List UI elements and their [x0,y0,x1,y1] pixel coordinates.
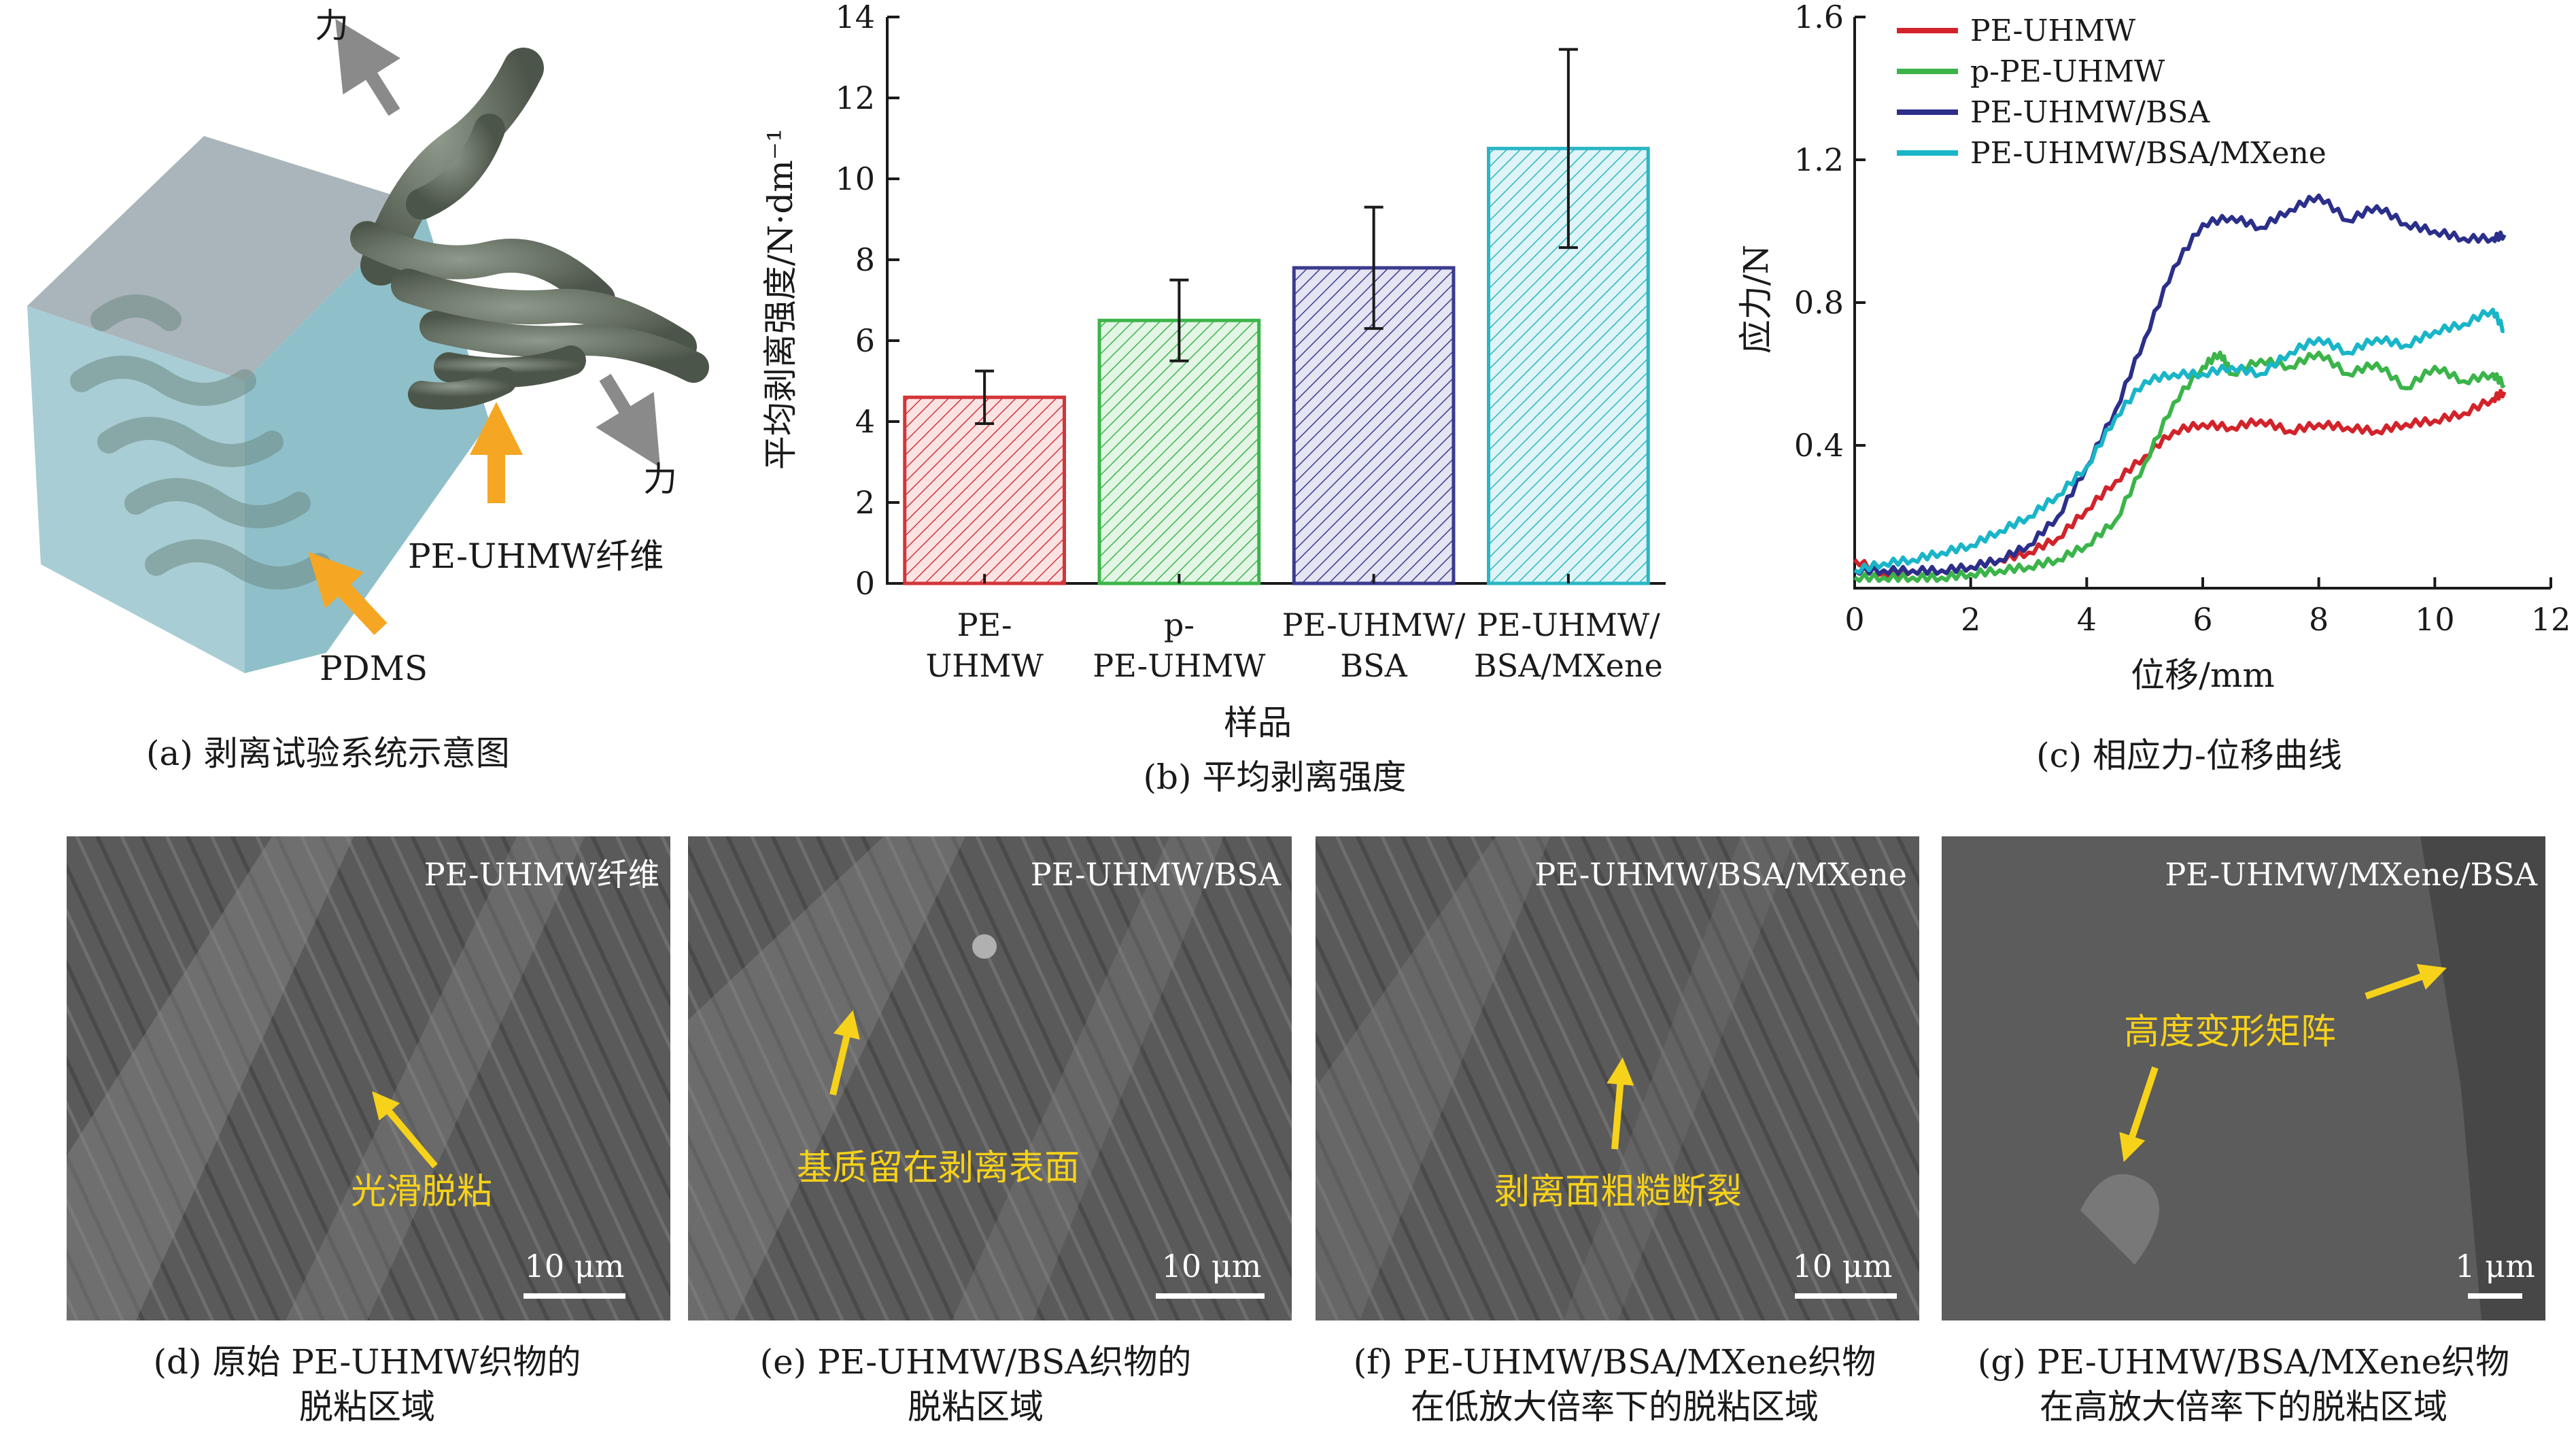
b-bars [903,48,1650,585]
stress-displacement-chart: 0 2 4 6 8 10 120.40.81.21.6 PE-UHMWp-PE-UHMWPE… [1736,0,2571,775]
sem-caption-f2: 在低放大倍率下的脱粘区域 [1411,1387,1819,1427]
sem-scale-e: 10 μm [1162,1248,1262,1284]
b-x-tick-label-1-0: p- [1164,607,1195,643]
sem-title-g: PE-UHMW/MXene/BSA [2165,856,2537,893]
pdms-cube-top [27,136,422,381]
b-x-tick-label-3-1: BSA/MXene [1474,647,1663,684]
b-x-labels: PE-UHMWp-PE-UHMWPE-UHMW/BSAPE-UHMW/BSA/M… [925,607,1662,684]
c-x-tick-label-2: 4 [2077,601,2097,638]
caption-c: (c) 相应力-位移曲线 [2036,736,2342,775]
force-arrow-up [335,18,400,116]
sem-scalebar-g [2468,1293,2522,1299]
sem-panel-f: PE-UHMW/BSA/MXene 剥离面粗糙断裂 10 μm (f) PE-U… [1316,836,1919,1427]
b-y-tick-label-4: 8 [855,241,875,278]
c-legend-label-2: PE-UHMW/BSA [1970,95,2210,130]
b-y-tick-label-7: 14 [835,0,875,35]
sem-arrow-g1 [2365,964,2447,1000]
force-label-top: 力 [315,6,349,46]
sem-scale-g: 1 μm [2455,1248,2535,1284]
c-line-2 [1853,193,2507,576]
b-y-tick-label-2: 4 [855,403,875,440]
sem-note-g: 高度变形矩阵 [2124,1012,2336,1053]
embedded-fibers [70,294,331,590]
b-y-tick-label-5: 10 [835,160,875,197]
sem-panel-d: PE-UHMW纤维 光滑脱粘 10 μm (d) 原始 PE-UHMW织物的 脱… [67,836,670,1427]
sem-arrow-f [1607,1057,1634,1150]
c-y-tick-label-2: 1.2 [1794,141,1844,178]
peeled-fibers [350,48,709,410]
c-x-tick-label-3: 6 [2193,601,2212,638]
sem-note-d: 光滑脱粘 [351,1172,492,1212]
sem-scale-f: 10 μm [1793,1248,1893,1284]
sem-image-d [67,836,670,1320]
c-y-tick-label-0: 0.4 [1794,427,1844,464]
sem-caption-e1: (e) PE-UHMW/BSA织物的 [760,1342,1192,1382]
sem-caption-e2: 脱粘区域 [908,1387,1044,1427]
c-series-lines [1853,193,2507,583]
caption-a: (a) 剥离试验系统示意图 [146,734,510,773]
b-y-tick-label-1: 2 [855,484,875,521]
c-legend-label-1: p-PE-UHMW [1970,54,2165,89]
b-y-ticks: 0 2 4 6 8 10 12 14 [835,0,899,602]
sem-micrographs: PE-UHMW纤维 光滑脱粘 10 μm (d) 原始 PE-UHMW织物的 脱… [67,836,2545,1427]
force-label-bottom: 力 [643,460,677,499]
sem-title-e: PE-UHMW/BSA [1031,856,1282,893]
c-x-tick-label-5: 10 [2415,601,2455,638]
sem-scalebar-d [523,1293,625,1299]
sem-caption-g1: (g) PE-UHMW/BSA/MXene织物 [1978,1342,2509,1382]
c-x-tick-label-6: 12 [2531,601,2571,638]
pdms-pointer-arrow [308,551,388,635]
b-x-tick-label-2-0: PE-UHMW/ [1282,607,1466,643]
c-legend-label-3: PE-UHMW/BSA/MXene [1970,136,2326,171]
sem-arrow-e [829,1010,860,1096]
b-x-tick-label-3-0: PE-UHMW/ [1477,607,1660,643]
b-y-tick-label-3: 6 [855,322,875,359]
c-legend-label-0: PE-UHMW [1970,14,2136,48]
sem-panel-g: PE-UHMW/MXene/BSA 高度变形矩阵 1 μm (g) PE-UHM… [1942,836,2545,1427]
b-x-tick-label-2-1: BSA [1340,647,1407,684]
b-y-label: 平均剥离强度/N·dm⁻¹ [761,129,800,470]
sem-caption-d2: 脱粘区域 [299,1387,435,1427]
sem-title-f: PE-UHMW/BSA/MXene [1534,856,1907,893]
sem-note-f: 剥离面粗糙断裂 [1494,1172,1742,1212]
c-x-tick-label-4: 8 [2309,601,2329,638]
sem-arrow-d [372,1091,438,1169]
c-y-label: 应力/N [1736,245,1776,354]
b-bar-0 [903,395,1066,585]
fiber-label: PE-UHMW纤维 [408,536,664,576]
sem-caption-f1: (f) PE-UHMW/BSA/MXene织物 [1354,1342,1876,1382]
sem-scalebar-f [1795,1293,1897,1299]
pdms-label: PDMS [320,649,428,688]
sem-scalebar-e [1156,1293,1265,1299]
b-x-tick-label-0-1: UHMW [925,647,1044,684]
b-x-tick-label-1-1: PE-UHMW [1093,647,1266,684]
caption-b: (b) 平均剥离强度 [1144,757,1407,797]
b-x-label: 样品 [1224,703,1292,743]
c-line-1 [1853,350,2506,583]
c-y-tick-label-3: 1.6 [1794,0,1844,35]
c-x-tick-label-1: 2 [1961,601,1980,638]
b-x-tick-label-0-0: PE- [957,607,1012,643]
b-y-tick-label-6: 12 [835,80,875,116]
c-legend: PE-UHMW p-PE-UHMW PE-UHMW/BSA PE-UHMW/BSA/M… [1897,14,2326,171]
sem-panel-e: PE-UHMW/BSA 基质留在剥离表面 10 μm (e) PE-UHMW/B… [688,836,1292,1427]
c-y-tick-label-1: 0.8 [1794,284,1844,321]
sem-arrow-g2 [2119,1066,2159,1162]
sem-scale-d: 10 μm [525,1248,625,1284]
sem-caption-d1: (d) 原始 PE-UHMW织物的 [153,1342,581,1382]
c-x-tick-label-0: 0 [1844,601,1864,638]
peel-test-schematic: 力 力 PE-UHMW纤维 PDMS (a) 剥离试验系统示意图 [27,6,709,773]
c-ticks: 0 2 4 6 8 10 12 0.4 0.8 1.2 1.6 [1794,0,2571,638]
b-y-tick-label-0: 0 [855,565,875,602]
b-bar-1 [1097,318,1261,585]
sem-title-d: PE-UHMW纤维 [424,856,659,893]
sem-note-e: 基质留在剥离表面 [797,1148,1080,1189]
c-x-label: 位移/mm [2131,655,2275,695]
sem-caption-g2: 在高放大倍率下的脱粘区域 [2040,1387,2448,1427]
force-arrow-down [596,373,661,468]
sem-image-e [688,836,1292,1320]
c-line-3 [1853,307,2505,575]
